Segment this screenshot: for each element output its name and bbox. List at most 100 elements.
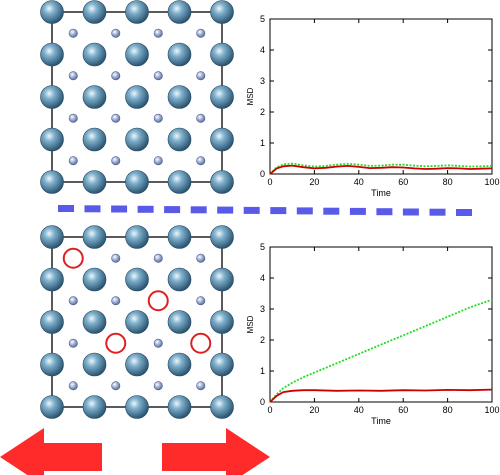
x-tick-label: 0 (267, 405, 272, 415)
large-atom (40, 170, 64, 194)
small-atom (111, 71, 121, 81)
divider-dash (164, 206, 181, 214)
large-atom (167, 0, 192, 24)
large-atom (210, 42, 234, 67)
y-tick-label: 3 (260, 76, 265, 86)
divider-dash (296, 207, 313, 215)
small-atom (153, 338, 163, 348)
plot-frame (269, 246, 493, 403)
small-atom (153, 381, 163, 391)
y-tick-label: 3 (260, 304, 265, 314)
divider-dash (402, 208, 419, 216)
small-atom (68, 28, 78, 38)
y-axis-label: MSD (246, 87, 255, 105)
plot-frame (269, 18, 493, 175)
large-atom (40, 352, 64, 377)
small-atom (153, 113, 163, 123)
x-tick-label: 100 (484, 405, 499, 415)
large-atom (82, 170, 107, 194)
divider-dash (137, 205, 154, 213)
large-atom (82, 42, 107, 67)
series-line-green (269, 298, 493, 403)
vacancy-ring (62, 247, 84, 269)
large-atom (210, 352, 234, 377)
divider-dash (429, 208, 446, 216)
small-atom (68, 338, 78, 348)
small-atom (111, 113, 121, 123)
large-atom (210, 267, 234, 292)
small-atom (196, 296, 206, 306)
small-atom (196, 381, 206, 391)
large-atom (82, 395, 107, 419)
small-atom (153, 156, 163, 166)
lattice-top (40, 0, 234, 194)
x-tick-label: 60 (398, 177, 408, 187)
lattice-bottom-with-vacancies (40, 225, 234, 419)
arrow-right-icon (162, 428, 270, 475)
divider-dash (270, 207, 287, 215)
small-atom (153, 71, 163, 81)
small-atom (196, 253, 206, 263)
large-atom (125, 395, 149, 419)
large-atom (40, 127, 64, 152)
divider-dashed-line (58, 205, 472, 216)
large-atom (167, 42, 192, 67)
x-tick-label: 100 (484, 177, 499, 187)
series-line-red (269, 164, 493, 175)
large-atom (167, 85, 192, 109)
vacancy-ring (105, 332, 127, 354)
small-atom (68, 381, 78, 391)
y-tick-label: 2 (260, 335, 265, 345)
divider-dash (217, 206, 234, 214)
divider-dash (349, 207, 366, 215)
large-atom (40, 85, 64, 109)
y-tick-label: 5 (260, 242, 265, 252)
large-atom (40, 0, 64, 24)
y-tick-label: 4 (260, 45, 265, 55)
large-atom (210, 310, 234, 334)
large-atom (210, 0, 234, 24)
divider-dash (376, 208, 393, 216)
y-axis-label: MSD (246, 315, 255, 333)
y-tick-label: 0 (260, 397, 265, 407)
large-atom (125, 170, 149, 194)
small-atom (68, 156, 78, 166)
divider-dash (190, 206, 207, 214)
large-atom (167, 395, 192, 419)
small-atom (111, 381, 121, 391)
small-atom (153, 253, 163, 263)
small-atom (111, 28, 121, 38)
large-atom (82, 352, 107, 377)
small-atom (196, 113, 206, 123)
large-atom (125, 352, 149, 377)
x-tick-label: 20 (309, 405, 319, 415)
large-atom (125, 267, 149, 292)
large-atom (125, 310, 149, 334)
vacancy-ring (190, 332, 212, 354)
large-atom (167, 352, 192, 377)
large-atom (40, 310, 64, 334)
large-atom (210, 85, 234, 109)
large-atom (210, 127, 234, 152)
large-atom (82, 267, 107, 292)
small-atom (68, 113, 78, 123)
divider-dash (84, 205, 101, 213)
y-tick-label: 1 (260, 138, 265, 148)
large-atom (40, 267, 64, 292)
vacancy-ring (147, 290, 169, 312)
x-tick-label: 20 (309, 177, 319, 187)
y-tick-label: 2 (260, 107, 265, 117)
x-axis-label: Time (371, 416, 391, 426)
x-tick-label: 80 (443, 177, 453, 187)
divider-dash (111, 205, 128, 213)
large-atom (167, 127, 192, 152)
large-atom (82, 225, 107, 249)
msd-chart-bottom: 0 20 40 60 80 100 0 1 2 3 4 5 Time MSD (246, 242, 500, 426)
small-atom (196, 156, 206, 166)
large-atom (125, 225, 149, 249)
large-atom (167, 225, 192, 249)
large-atom (125, 42, 149, 67)
small-atom (111, 296, 121, 306)
small-atom (196, 71, 206, 81)
